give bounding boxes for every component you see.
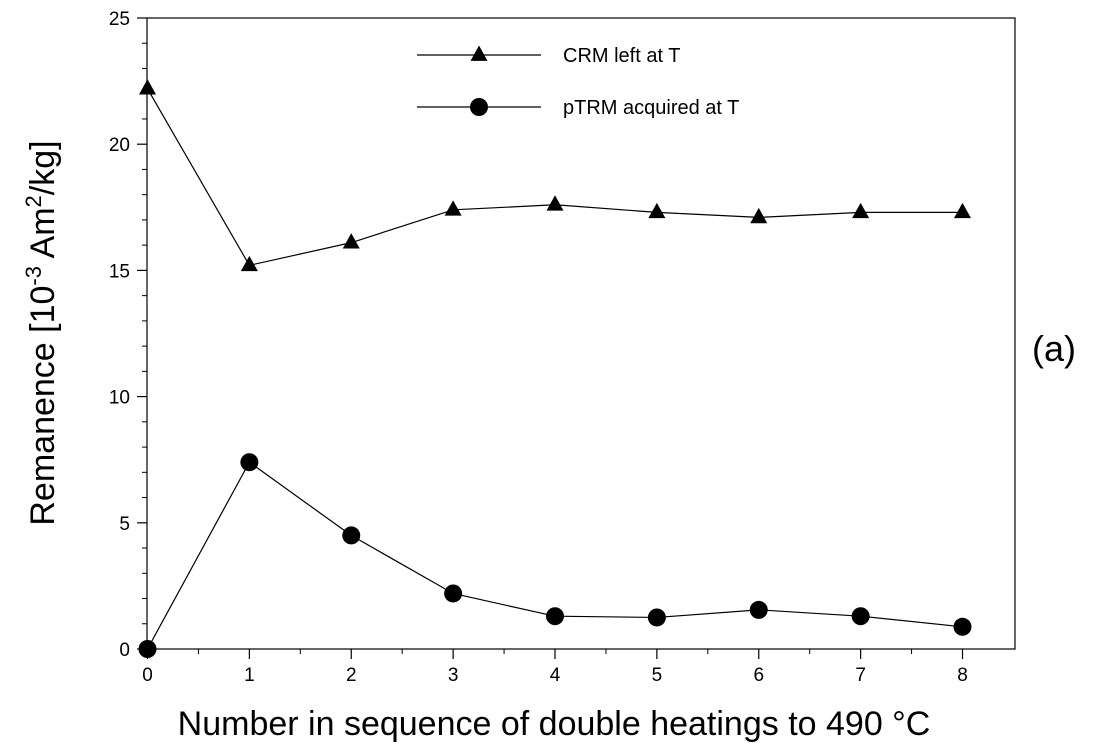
legend: CRM left at T pTRM acquired at T xyxy=(417,45,739,119)
data-point-circle xyxy=(851,607,870,626)
x-axis: 0 1 2 3 4 5 6 7 8 xyxy=(142,649,968,686)
y-tick-label: 25 xyxy=(109,9,130,30)
data-point-circle xyxy=(138,640,157,658)
legend-marker-triangle xyxy=(470,45,488,61)
y-tick-label: 5 xyxy=(119,514,130,535)
data-point-circle xyxy=(546,607,564,626)
data-point-circle xyxy=(953,617,972,636)
x-tick-label: 2 xyxy=(346,665,357,686)
y-tick-label: 0 xyxy=(119,640,130,661)
y-tick-label: 20 xyxy=(109,135,130,156)
x-tick-label: 5 xyxy=(652,665,663,686)
data-point-circle xyxy=(342,526,361,545)
plot-frame xyxy=(146,17,1016,650)
y-tick-label: 10 xyxy=(109,388,130,409)
data-point-circle xyxy=(444,584,463,603)
legend-label: pTRM acquired at T xyxy=(563,97,739,119)
data-point-triangle xyxy=(546,195,564,211)
data-point-circle xyxy=(240,453,259,472)
data-point-triangle xyxy=(139,79,156,95)
data-point-triangle xyxy=(750,207,768,224)
panel-label: (a) xyxy=(1032,328,1076,369)
data-point-circle xyxy=(647,608,666,627)
y-tick-label: 15 xyxy=(109,261,130,282)
data-point-triangle xyxy=(342,233,360,249)
data-point-triangle xyxy=(852,202,870,219)
x-tick-label: 4 xyxy=(550,665,561,686)
data-point-triangle xyxy=(648,202,666,219)
x-tick-label: 6 xyxy=(753,665,764,686)
x-tick-label: 1 xyxy=(244,665,255,686)
x-tick-label: 0 xyxy=(142,665,153,686)
data-point-triangle xyxy=(240,255,258,272)
series-layer xyxy=(138,79,972,658)
legend-label: CRM left at T xyxy=(563,45,680,67)
data-point-triangle xyxy=(954,202,971,219)
series-line-triangle xyxy=(146,88,963,267)
x-axis-title: Number in sequence of double heatings to… xyxy=(178,705,931,743)
y-axis-title: Remanence [10-3 Am2/kg] xyxy=(21,140,62,525)
data-point-circle xyxy=(749,600,768,619)
x-tick-label: 8 xyxy=(957,665,968,686)
y-axis: 0 5 10 15 20 25 xyxy=(109,9,147,661)
x-tick-label: 3 xyxy=(448,665,459,686)
x-tick-label: 7 xyxy=(855,665,866,686)
legend-marker-circle xyxy=(470,98,488,116)
data-point-triangle xyxy=(444,200,462,216)
